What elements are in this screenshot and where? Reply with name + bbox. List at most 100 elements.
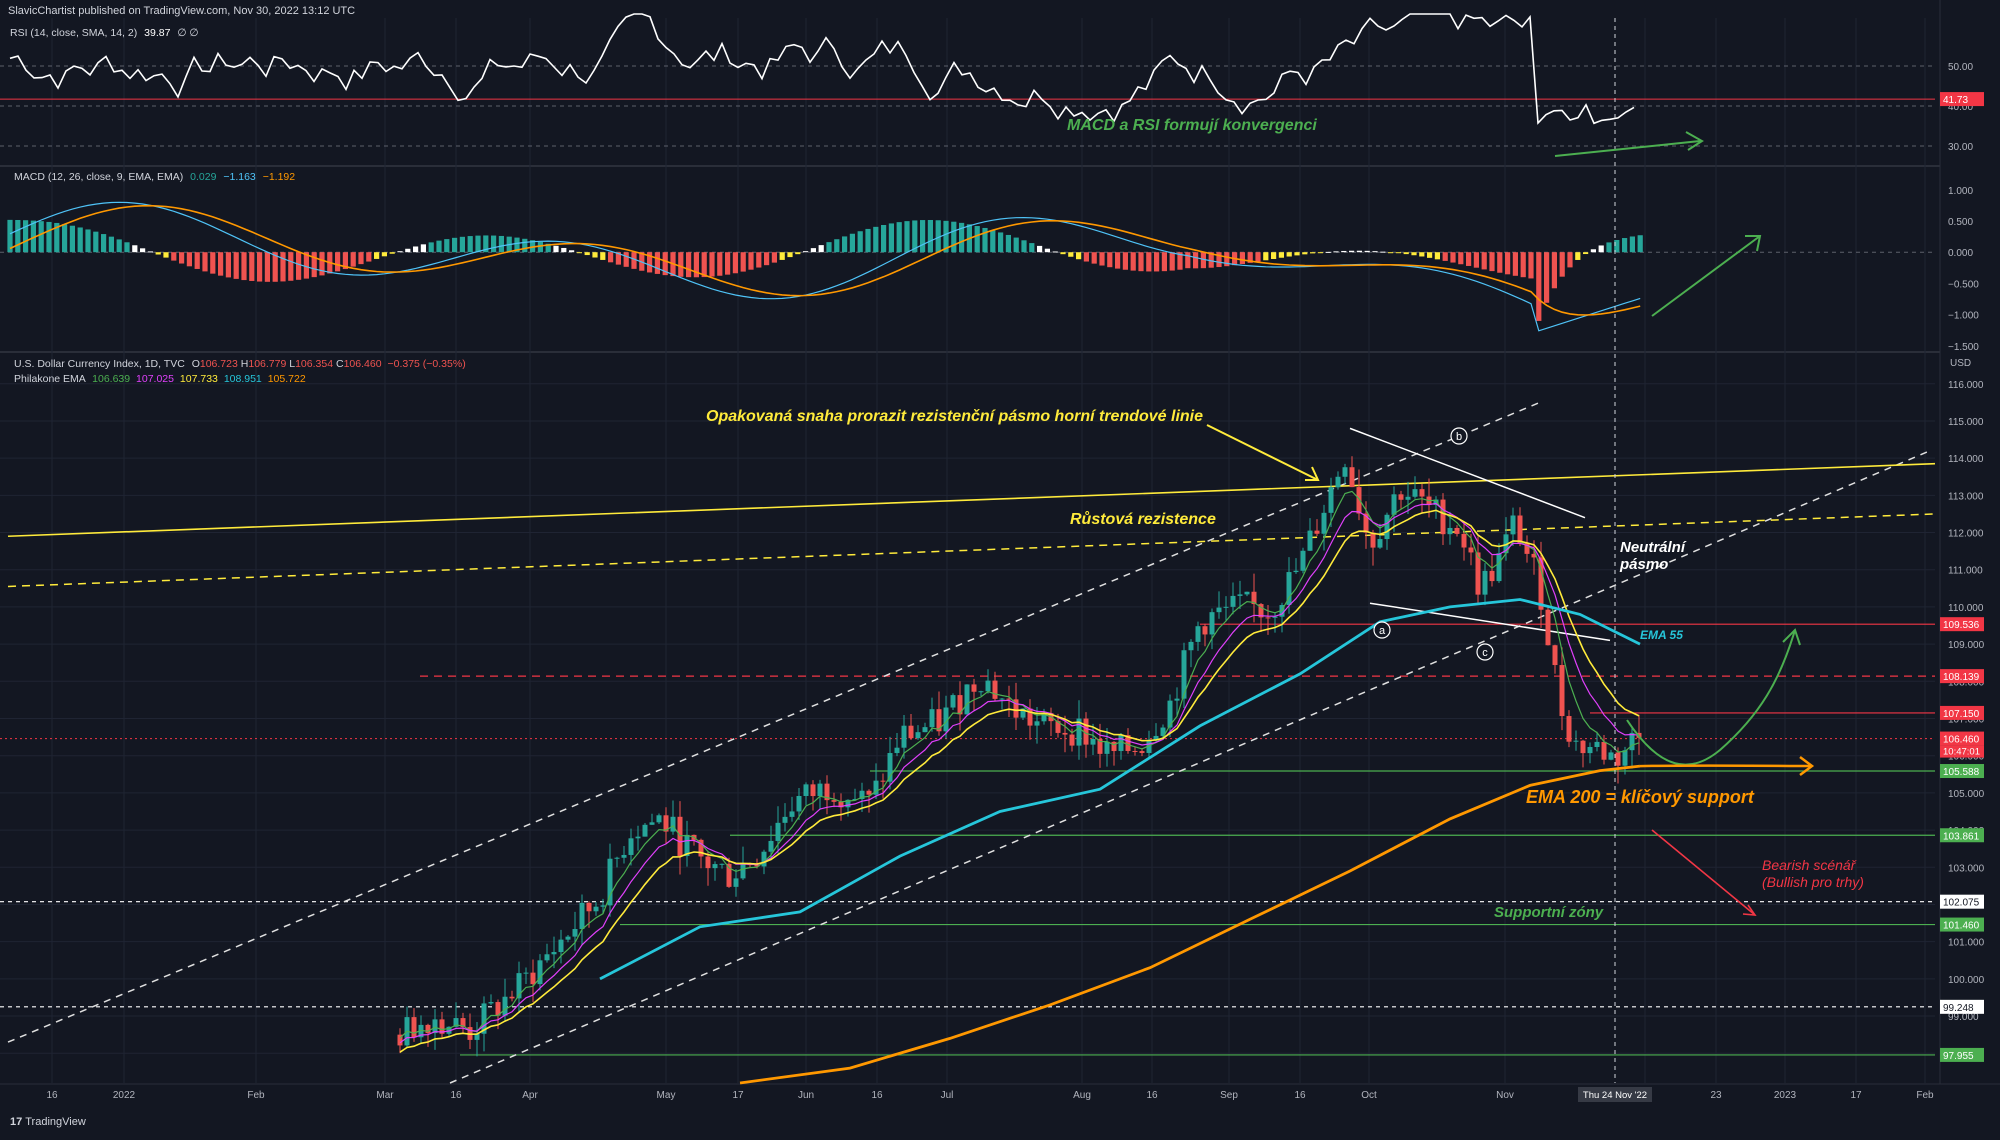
macd-legend-v3: −1.192 (262, 171, 296, 183)
price-tick-label: 116.000 (1948, 380, 1984, 391)
candle-body (1489, 570, 1495, 582)
ema-legend-v4: 108.951 (223, 373, 262, 385)
macd-histogram-bar (1177, 252, 1183, 270)
candle-body (614, 857, 620, 859)
ema-legend-v3: 107.733 (179, 373, 218, 385)
macd-histogram-bar (795, 252, 801, 255)
x-tick-label: Apr (522, 1090, 538, 1101)
macd-histogram-bar (1263, 252, 1269, 261)
macd-histogram-bar (756, 252, 762, 268)
candle-body (1328, 487, 1334, 513)
x-tick-label: 23 (1710, 1090, 1722, 1101)
macd-histogram-bar (155, 252, 161, 255)
macd-histogram-bar (319, 252, 325, 276)
macd-histogram-bar (732, 252, 738, 274)
macd-histogram-bar (1489, 252, 1495, 272)
ema-slow-line (399, 509, 1640, 1053)
low-label: L (289, 358, 296, 370)
candle-body (1587, 746, 1593, 754)
macd-histogram-bar (1481, 252, 1487, 270)
close-value: 106.460 (343, 358, 382, 370)
candle-body (705, 856, 711, 869)
macd-histogram-bar (1029, 243, 1035, 253)
candle-body (1608, 752, 1614, 760)
macd-histogram-bar (1442, 252, 1448, 261)
candle-body (824, 783, 830, 801)
candle-body (1258, 604, 1264, 618)
x-tick-label: 16 (450, 1090, 462, 1101)
candle-body (1559, 665, 1565, 717)
high-label: H (240, 358, 249, 370)
rsi-arrow-head-icon (1685, 131, 1704, 151)
candle-body (1251, 591, 1257, 605)
candle-body (1363, 513, 1369, 533)
macd-histogram-bar (436, 240, 442, 253)
candle-body (1356, 487, 1362, 514)
macd-histogram-bar (1583, 252, 1589, 255)
price-level-badge: 103.861 (1943, 831, 1980, 842)
candle-body (978, 691, 984, 693)
price-level-badge: 105.588 (1943, 767, 1980, 778)
candle-body (880, 780, 886, 782)
change-value: −0.375 (−0.35%) (387, 358, 466, 370)
candle-body (418, 1024, 424, 1038)
macd-histogram-bar (1161, 252, 1167, 272)
macd-line (9, 201, 1641, 332)
candle-body (670, 816, 676, 832)
candle-body (1475, 552, 1481, 595)
price-level-badge: 108.139 (1943, 672, 1980, 683)
bearish-arrow-line (1651, 829, 1756, 916)
candle-body (502, 996, 508, 1016)
price-level-badge: 102.075 (1943, 898, 1980, 909)
macd-histogram-bar (1637, 235, 1643, 253)
triangle-upper-line (1349, 427, 1586, 519)
price-level-badge: 107.150 (1943, 709, 1980, 720)
candle-body (628, 838, 634, 855)
macd-histogram-bar (1255, 252, 1261, 262)
macd-histogram-bar (1146, 252, 1152, 272)
macd-histogram-bar (537, 241, 543, 253)
macd-histogram-bar (1434, 252, 1440, 260)
candle-body (873, 780, 879, 795)
macd-histogram-bar (311, 252, 317, 278)
macd-histogram-bar (1317, 252, 1323, 254)
macd-histogram-bar (140, 248, 146, 253)
candle-body (1538, 557, 1544, 610)
macd-tick-label: 0.500 (1948, 217, 1973, 228)
price-tick-label: 100.000 (1948, 975, 1985, 986)
macd-histogram-bar (569, 250, 575, 253)
macd-histogram-bar (912, 220, 918, 253)
macd-histogram-bar (397, 251, 403, 253)
ema-legend-v2: 107.025 (136, 373, 174, 385)
macd-histogram-bar (600, 252, 606, 260)
price-tick-label: 105.000 (1948, 789, 1985, 800)
candle-body (1524, 542, 1530, 554)
price-legend: U.S. Dollar Currency Index, 1D, TVC O106… (14, 358, 466, 370)
macd-histogram-bar (959, 222, 965, 253)
macd-histogram-bar (810, 248, 816, 253)
macd-histogram-bar (1076, 252, 1082, 260)
macd-histogram-bar (249, 252, 255, 281)
candle-body (565, 936, 571, 940)
macd-histogram-bar (1013, 237, 1019, 253)
macd-histogram-bar (218, 252, 224, 276)
price-level-badge-bg (1940, 999, 1984, 1014)
macd-histogram-bar (920, 220, 926, 253)
rsi-macd-note: MACD a RSI formují konvergenci (1067, 117, 1317, 134)
macd-legend-name: MACD (12, 26, close, 9, EMA, EMA) (14, 171, 184, 183)
candle-body (1062, 732, 1068, 735)
x-tick-label: Aug (1073, 1090, 1091, 1101)
candle-body (488, 1002, 494, 1004)
tradingview-brand[interactable]: 17 TradingView (10, 1116, 86, 1128)
ema200-line (739, 764, 1641, 1085)
macd-histogram-bar (779, 252, 785, 260)
x-tick-label: 17 (1850, 1090, 1862, 1101)
macd-histogram-bar (77, 227, 83, 253)
macd-histogram-bar (1185, 252, 1191, 269)
macd-histogram-bar (225, 252, 231, 278)
candle-body (1300, 550, 1306, 571)
macd-histogram-bar (873, 226, 879, 253)
bullish-curve-arrow (1626, 629, 1796, 766)
